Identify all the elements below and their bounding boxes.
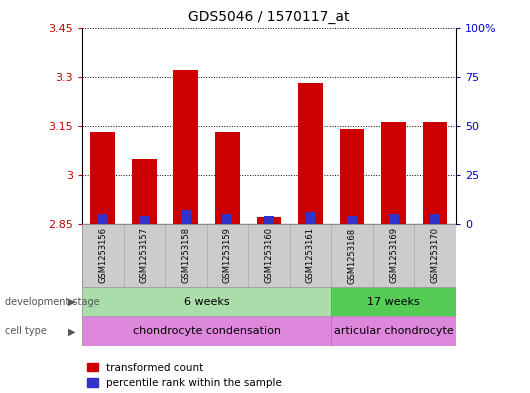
Text: GSM1253170: GSM1253170	[430, 228, 439, 283]
Bar	[331, 287, 456, 316]
Text: GSM1253159: GSM1253159	[223, 228, 232, 283]
Bar	[139, 216, 149, 224]
Bar	[132, 158, 157, 224]
Bar	[331, 316, 456, 346]
Text: GSM1253157: GSM1253157	[140, 228, 149, 283]
Bar	[82, 224, 123, 287]
Bar	[173, 70, 198, 224]
Bar	[82, 287, 331, 316]
Text: GSM1253156: GSM1253156	[99, 228, 108, 283]
Bar	[331, 224, 373, 287]
Bar	[82, 316, 331, 346]
Text: development stage: development stage	[5, 297, 100, 307]
Bar	[298, 83, 323, 224]
Text: GSM1253169: GSM1253169	[389, 228, 398, 283]
Bar	[264, 216, 274, 224]
Bar	[91, 132, 116, 224]
Bar	[347, 216, 357, 224]
Bar	[381, 123, 406, 224]
Bar	[340, 129, 365, 224]
Text: GSM1253160: GSM1253160	[264, 228, 273, 283]
Bar	[290, 224, 331, 287]
Bar	[248, 224, 290, 287]
Title: GDS5046 / 1570117_at: GDS5046 / 1570117_at	[188, 10, 350, 24]
Bar	[422, 123, 447, 224]
Text: ▶: ▶	[68, 326, 75, 336]
Text: 6 weeks: 6 weeks	[184, 297, 229, 307]
Text: GSM1253158: GSM1253158	[181, 228, 190, 283]
Bar	[181, 210, 191, 224]
Text: ▶: ▶	[68, 297, 75, 307]
Bar	[215, 132, 240, 224]
Legend: transformed count, percentile rank within the sample: transformed count, percentile rank withi…	[87, 363, 282, 388]
Text: chondrocyte condensation: chondrocyte condensation	[132, 326, 281, 336]
Bar	[388, 214, 399, 224]
Text: 17 weeks: 17 weeks	[367, 297, 420, 307]
Bar	[430, 214, 440, 224]
Bar	[257, 217, 281, 224]
Text: articular chondrocyte: articular chondrocyte	[334, 326, 453, 336]
Bar	[305, 212, 315, 224]
Bar	[165, 224, 207, 287]
Bar	[123, 224, 165, 287]
Bar	[207, 224, 248, 287]
Text: GSM1253168: GSM1253168	[348, 228, 357, 283]
Bar	[373, 224, 414, 287]
Bar	[98, 214, 108, 224]
Text: cell type: cell type	[5, 326, 47, 336]
Bar	[223, 214, 233, 224]
Bar	[414, 224, 456, 287]
Text: GSM1253161: GSM1253161	[306, 228, 315, 283]
